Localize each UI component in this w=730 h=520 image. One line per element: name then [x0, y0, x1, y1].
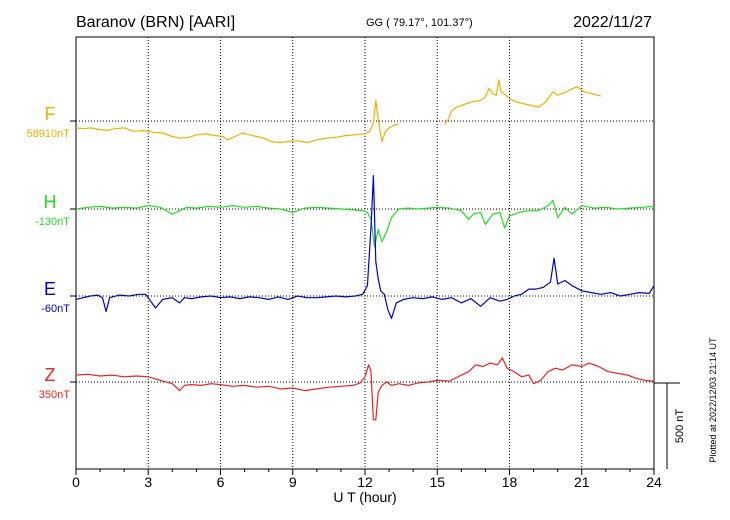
x-tick-label: 21 [574, 474, 590, 490]
series-line-e [75, 175, 655, 319]
series-line-f [444, 79, 602, 125]
baselines [70, 120, 654, 383]
series-name-f: F [45, 104, 56, 124]
series-baseline-e: -60nT [41, 303, 70, 315]
x-tick-label: 3 [144, 474, 152, 490]
series-line-h [75, 199, 655, 248]
series-line-f [75, 99, 399, 144]
series-group [75, 79, 655, 421]
coords-label: GG ( 79.17°, 101.37°) [366, 17, 473, 29]
x-tick-label: 0 [72, 474, 80, 490]
x-tick-label: 9 [289, 474, 297, 490]
x-axis: 0 3 6 9 12 15 18 21 24 [72, 469, 662, 490]
plotted-timestamp: Plotted at 2022/12/03 21:14 UT [708, 337, 718, 463]
scale-bar: 500 nT [654, 382, 686, 469]
grid [147, 37, 583, 469]
station-title: Baranov (BRN) [AARI] [76, 14, 235, 31]
series-name-h: H [44, 192, 57, 212]
x-tick-label: 24 [646, 474, 662, 490]
x-tick-label: 15 [429, 474, 445, 490]
series-baseline-z: 350nT [39, 389, 70, 401]
date-label: 2022/11/27 [573, 14, 652, 31]
x-tick-label: 12 [357, 474, 373, 490]
x-tick-label: 18 [502, 474, 518, 490]
series-baseline-f: 58910nT [27, 128, 71, 140]
x-tick-label: 6 [217, 474, 225, 490]
x-axis-title: U T (hour) [333, 489, 396, 505]
scale-bar-label: 500 nT [674, 409, 686, 444]
series-baseline-h: -130nT [35, 216, 70, 228]
series-name-z: Z [45, 365, 56, 385]
series-line-z [75, 357, 655, 421]
series-name-e: E [44, 279, 56, 299]
series-labels: F 58910nT H -130nT E -60nT Z 350nT [27, 104, 71, 401]
